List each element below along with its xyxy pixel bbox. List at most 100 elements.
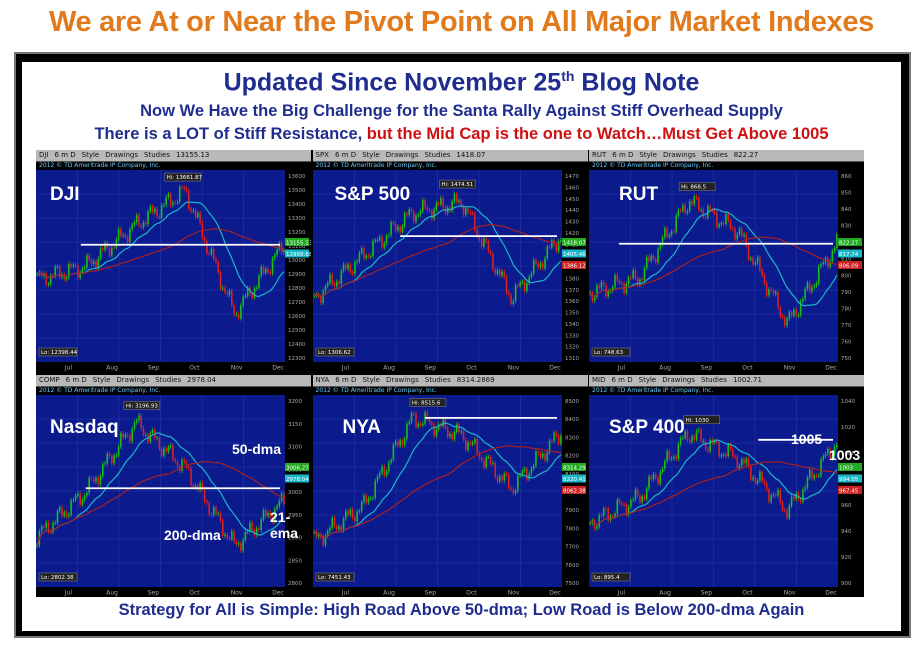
candle-body	[217, 261, 220, 273]
toolbar-item[interactable]: Drawings	[105, 151, 139, 159]
hi-label: Hi: 1030	[686, 418, 710, 424]
toolbar-item[interactable]: Style	[92, 376, 111, 384]
toolbar-item[interactable]: Style	[362, 151, 380, 159]
chart-toolbar[interactable]: RUT 6 m D Style Drawings Studies 822.27	[589, 150, 864, 162]
candle-body	[725, 213, 727, 224]
candle-body	[677, 210, 680, 216]
candle-body	[235, 313, 238, 315]
toolbar-item[interactable]: 6 m D	[612, 151, 634, 159]
candle-body	[596, 285, 598, 298]
y-tick-label: 840	[841, 207, 852, 213]
toolbar-item[interactable]: NYA	[315, 376, 330, 384]
candle-body	[330, 517, 333, 528]
toolbar-item[interactable]: MID	[592, 376, 606, 384]
chart-panel-comp: COMP 6 m D Style Drawings Studies 2978.04 2012…	[36, 375, 311, 597]
price-tag-label: 994.05	[839, 477, 859, 483]
candle-body	[502, 271, 505, 277]
candle-body	[657, 248, 659, 263]
toolbar-item[interactable]: Drawings	[385, 376, 419, 384]
ma200-line	[589, 236, 838, 298]
toolbar-item[interactable]: Studies	[424, 376, 451, 384]
toolbar-item[interactable]: Studies	[144, 151, 170, 159]
y-tick-label: 13000	[288, 258, 306, 264]
toolbar-item[interactable]: SPX	[315, 151, 329, 159]
x-tick-label: Jul	[340, 590, 349, 597]
candle-body	[79, 272, 81, 278]
toolbar-item[interactable]: 822.27	[733, 151, 759, 159]
candle-body	[77, 493, 79, 496]
toolbar-item[interactable]: 1418.07	[456, 151, 486, 159]
candle-body	[711, 210, 714, 212]
candle-body	[199, 482, 201, 491]
y-tick-label: 940	[841, 529, 852, 535]
toolbar-item[interactable]: 1002.71	[732, 376, 762, 384]
candle-body	[462, 431, 464, 440]
candle-body	[267, 269, 269, 273]
chart-toolbar[interactable]: MID 6 m D Style Drawings Studies 1002.71	[589, 375, 864, 387]
chart-toolbar[interactable]: NYA 6 m D Style Drawings Studies 8314.2869	[312, 375, 588, 387]
candle-body	[729, 220, 732, 229]
toolbar-item[interactable]: Studies	[701, 151, 728, 159]
candle-body	[74, 495, 77, 500]
candle-body	[101, 464, 104, 476]
candle-body	[72, 264, 75, 267]
candle-body	[679, 210, 682, 212]
chart-toolbar[interactable]: SPX 6 m D Style Drawings Studies 1418.07	[312, 150, 588, 162]
hi-marker	[678, 182, 716, 191]
toolbar-item[interactable]: Studies	[424, 151, 451, 159]
candle-body	[736, 456, 739, 469]
toolbar-item[interactable]: Drawings	[116, 376, 150, 384]
candle-body	[335, 526, 338, 530]
x-tick-label: Oct	[466, 590, 477, 597]
toolbar-item[interactable]: Studies	[155, 376, 182, 384]
candle-body	[469, 211, 471, 214]
toolbar-item[interactable]: Studies	[700, 376, 727, 384]
candle-body	[54, 266, 57, 277]
toolbar-item[interactable]: 13155.13	[175, 151, 210, 159]
toolbar-item[interactable]: Drawings	[662, 376, 695, 384]
candle-body	[480, 239, 482, 247]
candle-body	[49, 275, 52, 285]
candle-body	[353, 262, 356, 274]
candle-body	[228, 290, 231, 295]
candle-body	[65, 512, 68, 517]
candle-body	[489, 251, 491, 254]
toolbar-item[interactable]: 6 m D	[611, 376, 633, 384]
y-tick-label: 2800	[288, 581, 302, 587]
toolbar-item[interactable]: 6 m D	[334, 151, 357, 159]
candle-body	[92, 261, 95, 265]
candle-body	[822, 262, 825, 264]
chart-toolbar[interactable]: DJI 6 m D Style Drawings Studies 13155.13	[36, 150, 311, 162]
candle-body	[598, 285, 600, 288]
toolbar-item[interactable]: COMP	[39, 376, 60, 384]
toolbar-item[interactable]: 6 m D	[65, 376, 87, 384]
candle-body	[516, 475, 519, 491]
x-tick-label: Aug	[659, 365, 671, 372]
toolbar-item[interactable]: Drawings	[385, 151, 419, 159]
toolbar-item[interactable]: Style	[81, 151, 100, 159]
toolbar-item[interactable]: Style	[362, 376, 380, 384]
x-tick-label: Dec	[825, 365, 837, 372]
candle-body	[763, 275, 766, 284]
toolbar-item[interactable]: Style	[638, 376, 657, 384]
toolbar-item[interactable]: 2978.04	[187, 376, 217, 384]
candle-body	[457, 200, 460, 202]
toolbar-item[interactable]: 6 m D	[335, 376, 357, 384]
lo-marker	[315, 572, 354, 582]
candle-body	[521, 281, 523, 283]
candle-body	[242, 540, 244, 551]
price-tag	[838, 237, 862, 246]
toolbar-item[interactable]: Drawings	[662, 151, 696, 159]
candle-body	[344, 264, 347, 269]
y-tick-label: 1420	[565, 231, 579, 237]
chart-toolbar[interactable]: COMP 6 m D Style Drawings Studies 2978.04	[36, 375, 311, 387]
slide-title-tail: Blog Note	[574, 68, 700, 97]
toolbar-item[interactable]: 8314.2869	[456, 376, 495, 384]
candle-body	[618, 499, 621, 504]
candle-body	[693, 436, 696, 440]
lo-label: Lo: 895.4	[594, 575, 620, 581]
toolbar-item[interactable]: DJI	[39, 151, 49, 159]
toolbar-item[interactable]: 6 m D	[54, 151, 76, 159]
toolbar-item[interactable]: Style	[639, 151, 657, 159]
toolbar-item[interactable]: RUT	[592, 151, 607, 159]
